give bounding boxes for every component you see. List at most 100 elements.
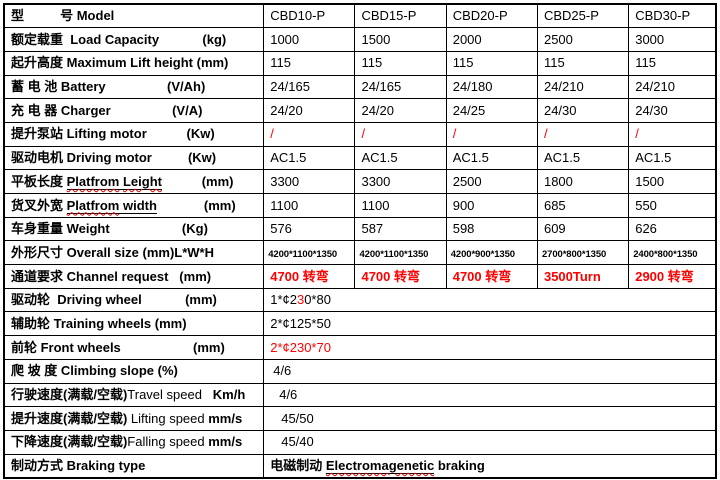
text-segment: 45/40 [281, 434, 314, 450]
text-segment: AC1.5 [270, 150, 307, 166]
text-segment: 609 [543, 221, 566, 237]
text-segment: 行驶速度(满载/空载) [11, 387, 128, 403]
value-channel-request-col4: 3500Turn [536, 264, 630, 289]
value-load-capacity-col2: 1500 [354, 27, 447, 52]
text-segment: mm/s [208, 434, 243, 450]
spec-row-travel-speed: 行驶速度(满载/空载)Travel speed Km/h 4/6 [3, 382, 717, 408]
text-segment: 685 [543, 197, 566, 213]
spec-table: 型 号 Model CBD10-P CBD15-P CBD20-P CBD25-P CBD… [3, 3, 717, 479]
spec-row-overall-size: 外形尺寸 Overall size (mm)L*W*H 4200*1100*135… [3, 240, 717, 266]
text-segment: 45/50 [281, 410, 314, 426]
text-segment: 型 号 Model [11, 8, 115, 24]
value-lift-height-col4: 115 [536, 50, 630, 76]
text-segment: 2500 [452, 173, 482, 189]
spec-row-lifting-speed: 提升速度(满载/空载) Lifting speed mm/s 45/50 [3, 406, 717, 431]
value-model-col5: CBD30-P [628, 3, 717, 29]
value-model-col2: CBD15-P [354, 3, 447, 29]
text-segment: 115 [270, 55, 291, 71]
text-segment: 1500 [361, 31, 391, 47]
text-segment: 4200*900*1350 [450, 248, 515, 260]
text-segment: 24/210 [635, 79, 675, 95]
value-overall-size-col2: 4200*1100*1350 [354, 240, 447, 266]
spec-row-training-wheels: 辅助轮 Training wheels (mm) 2*¢125*50 [3, 311, 717, 337]
value-charger-col3: 24/25 [445, 98, 538, 123]
text-segment: 起升高度 Maximum Lift height (mm) [11, 55, 229, 71]
value-platform-width-col3: 900 [445, 193, 538, 218]
value-driving-motor-col4: AC1.5 [536, 145, 630, 171]
text-segment: 前轮 Front wheels (mm) [11, 339, 225, 355]
text-segment: 通道要求 Channel request (mm) [11, 268, 212, 284]
text-segment: 2500 [543, 31, 573, 47]
text-segment: 24/25 [452, 102, 486, 118]
text-segment: 24/30 [543, 102, 577, 118]
spec-row-front-wheels: 前轮 Front wheels (mm) 2*¢230*70 [3, 335, 717, 360]
spec-row-platform-length: 平板长度 Platfrom Leight (mm) 3300 3300 2500 180… [3, 169, 717, 194]
text-segment: 576 [270, 221, 292, 237]
value-overall-size-col3: 4200*900*1350 [445, 240, 538, 266]
value-battery-col4: 24/210 [536, 74, 630, 100]
value-platform-length-col3: 2500 [445, 169, 538, 194]
text-segment: 3500Turn [543, 268, 601, 284]
text-segment: AC1.5 [452, 150, 489, 166]
text-segment: 1100 [270, 197, 299, 213]
row-label-driving-motor: 驱动电机 Driving motor (Kw) [3, 145, 265, 171]
row-label-model: 型 号 Model [3, 3, 265, 29]
text-segment: 4/6 [279, 387, 298, 403]
text-segment: 下降速度(满载/空载) [11, 434, 128, 450]
text-segment: CBD15-P [361, 8, 417, 24]
value-charger-col1: 24/20 [263, 98, 356, 123]
text-segment: 3 [296, 292, 305, 308]
text-segment: 充 电 器 Charger (V/A) [11, 102, 203, 118]
text-segment: 1800 [543, 173, 573, 189]
value-channel-request-col2: 4700 转弯 [354, 264, 447, 289]
value-lifting-motor-col1: / [263, 121, 356, 147]
value-lifting-motor-col5: / [628, 121, 717, 147]
text-segment: 3300 [270, 173, 300, 189]
text-segment: 24/210 [543, 79, 584, 95]
text-segment: Travel speed [127, 387, 202, 403]
text-segment: / [452, 126, 457, 142]
value-platform-length-col1: 3300 [263, 169, 356, 194]
text-segment: 598 [452, 221, 475, 237]
value-battery-col2: 24/165 [354, 74, 447, 100]
value-weight-col5: 626 [628, 216, 717, 242]
row-label-overall-size: 外形尺寸 Overall size (mm)L*W*H [3, 240, 265, 266]
spec-row-falling-speed: 下降速度(满载/空载)Falling speed mm/s 45/40 [3, 429, 717, 455]
value-platform-width-col1: 1100 [263, 193, 356, 218]
text-segment: 115 [635, 55, 656, 71]
text-segment: 4700 转弯 [452, 268, 512, 284]
row-label-front-wheels: 前轮 Front wheels (mm) [3, 335, 265, 360]
text-segment: 4700 转弯 [361, 268, 421, 284]
text-segment: 115 [543, 55, 565, 71]
value-channel-request-col5: 2900 转弯 [628, 264, 717, 289]
text-segment: 驱动轮 Driving wheel (mm) [11, 292, 217, 308]
row-label-climbing-slope: 爬 坡 度 Climbing slope (%) [3, 358, 265, 384]
row-label-braking-type: 制动方式 Braking type [3, 453, 265, 479]
text-segment: 2900 转弯 [635, 268, 694, 284]
text-segment: (mm) [156, 197, 236, 213]
value-driving-motor-col3: AC1.5 [445, 145, 538, 171]
value-load-capacity-col5: 3000 [628, 27, 717, 52]
value-driving-motor-col1: AC1.5 [263, 145, 356, 171]
text-segment: 4200*1100*1350 [268, 248, 338, 260]
value-battery-col1: 24/165 [263, 74, 356, 100]
spec-row-braking-type: 制动方式 Braking type 电磁制动 Electromagenetic b… [3, 453, 717, 479]
value-platform-width-col2: 1100 [354, 193, 447, 218]
text-segment: mm/s [208, 410, 243, 426]
value-battery-col3: 24/180 [445, 74, 538, 100]
text-segment: 1*¢2 [270, 292, 297, 308]
row-label-driving-wheel: 驱动轮 Driving wheel (mm) [3, 287, 265, 313]
text-segment: 2*¢125*50 [270, 315, 331, 331]
value-model-col3: CBD20-P [445, 3, 538, 29]
value-lifting-speed: 45/50 [263, 406, 717, 431]
text-segment: / [270, 126, 274, 142]
value-charger-col4: 24/30 [536, 98, 630, 123]
value-training-wheels: 2*¢125*50 [263, 311, 717, 337]
text-segment: 115 [452, 55, 474, 71]
text-segment: AC1.5 [361, 150, 398, 166]
text-segment: 驱动电机 Driving motor (Kw) [11, 150, 217, 166]
value-channel-request-col1: 4700 转弯 [263, 264, 356, 289]
text-segment: 24/20 [270, 102, 303, 118]
value-channel-request-col3: 4700 转弯 [445, 264, 538, 289]
